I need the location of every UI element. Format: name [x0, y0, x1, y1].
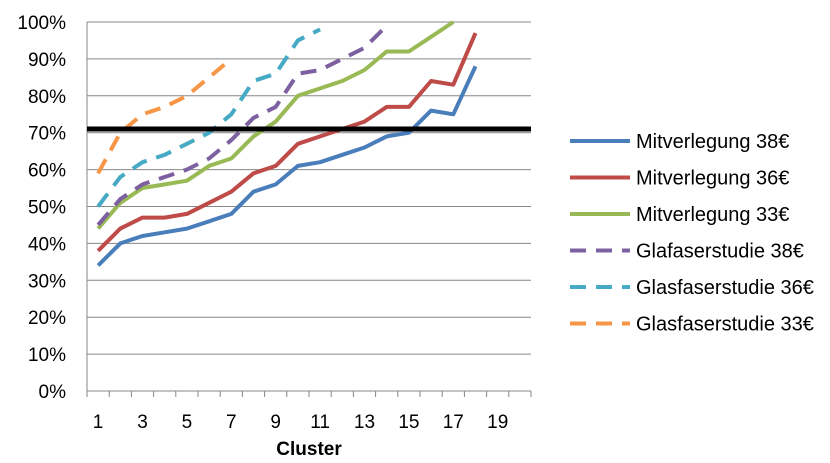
x-tick-label: 5 [182, 412, 193, 433]
y-tick-labels: 0% 10% 20% 30% 40% 50% 60% 70% 80% 90% 100% [17, 13, 66, 403]
y-tick-label: 50% [28, 198, 66, 219]
x-tick-label: 19 [487, 412, 508, 433]
x-tick-label: 9 [270, 412, 281, 433]
axes [87, 22, 531, 397]
legend-label: Mitverlegung 38€ [636, 131, 789, 153]
y-tick-label: 90% [28, 50, 66, 71]
legend-label: Glasfaserstudie 36€ [636, 277, 814, 299]
x-tick-label: 17 [443, 412, 464, 433]
x-tick-label: 7 [226, 412, 237, 433]
legend-label: Glafaserstudie 38€ [636, 241, 804, 263]
legend-label: Mitverlegung 36€ [636, 168, 789, 190]
x-axis-label: Cluster [276, 439, 342, 460]
y-tick-label: 0% [39, 382, 67, 403]
x-tick-label: 13 [354, 412, 375, 433]
y-tick-label: 20% [28, 308, 66, 329]
legend-label: Glasfaserstudie 33€ [636, 314, 814, 336]
y-tick-label: 60% [28, 161, 66, 182]
y-tick-label: 100% [17, 13, 66, 34]
x-tick-label: 11 [310, 412, 330, 433]
x-tick-label: 15 [398, 412, 419, 433]
y-tick-label: 30% [28, 271, 66, 292]
x-tick-label: 3 [137, 412, 148, 433]
y-tick-label: 40% [28, 234, 66, 255]
series-line-5 [98, 29, 320, 206]
x-tick-labels: 1 3 5 7 9 11 13 15 17 19 [93, 412, 508, 433]
series-line-2 [98, 33, 475, 251]
series-line-4 [98, 26, 387, 225]
y-tick-label: 10% [28, 345, 66, 366]
series-line-3 [98, 22, 453, 229]
x-tick-label: 1 [93, 412, 104, 433]
legend: Mitverlegung 38€ Mitverlegung 36€ Mitverle… [570, 131, 814, 336]
y-tick-label: 70% [28, 124, 66, 145]
y-tick-label: 80% [28, 87, 66, 108]
legend-label: Mitverlegung 33€ [636, 204, 789, 226]
